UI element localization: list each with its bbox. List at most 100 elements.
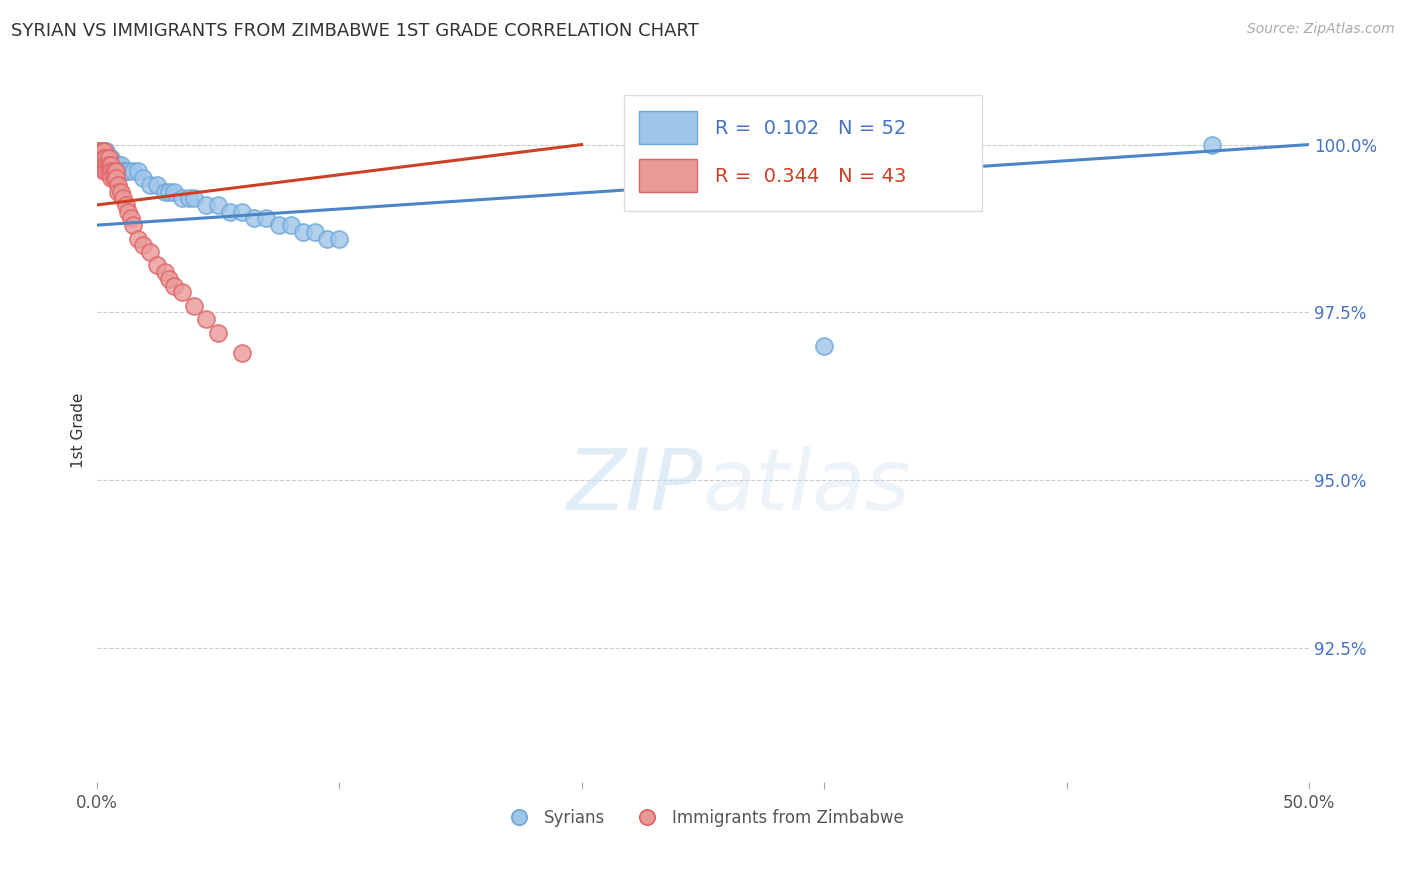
Point <box>90 151 112 165</box>
Point <box>103 164 125 178</box>
Point <box>100 158 122 172</box>
Point <box>280 218 302 232</box>
Point <box>103 158 125 172</box>
Point <box>114 164 136 178</box>
Point <box>87 145 110 159</box>
Point <box>254 211 277 226</box>
Point <box>97 151 120 165</box>
Point <box>120 211 142 226</box>
Point <box>100 164 122 178</box>
Point <box>170 285 193 300</box>
Point <box>117 204 139 219</box>
Point <box>139 178 162 192</box>
Point <box>153 185 176 199</box>
Point <box>813 339 835 353</box>
Point <box>87 151 110 165</box>
Point <box>96 151 118 165</box>
Text: R =  0.344   N = 43: R = 0.344 N = 43 <box>716 167 907 186</box>
Point <box>90 151 112 165</box>
Point <box>93 145 115 159</box>
Point <box>267 218 290 232</box>
Point <box>157 272 180 286</box>
Text: R =  0.102   N = 52: R = 0.102 N = 52 <box>716 120 907 138</box>
Point <box>231 204 253 219</box>
Point <box>110 185 132 199</box>
Point <box>112 164 135 178</box>
Point <box>219 204 242 219</box>
Point <box>183 299 205 313</box>
Point <box>97 151 120 165</box>
Point <box>231 345 253 359</box>
Point <box>90 158 112 172</box>
Point <box>103 164 125 178</box>
Point <box>132 171 155 186</box>
Point <box>207 326 229 340</box>
Point <box>96 164 118 178</box>
Point <box>105 158 128 172</box>
Point <box>90 145 112 159</box>
Point <box>163 278 186 293</box>
Point <box>97 164 120 178</box>
Point <box>87 145 110 159</box>
Point <box>163 185 186 199</box>
Point <box>304 225 326 239</box>
Point <box>103 171 125 186</box>
Point <box>117 164 139 178</box>
Point <box>194 198 217 212</box>
Bar <box>638 159 697 193</box>
Point <box>97 158 120 172</box>
Point <box>194 312 217 326</box>
FancyBboxPatch shape <box>624 95 981 211</box>
Point <box>105 164 128 178</box>
Point <box>110 164 132 178</box>
Point <box>96 145 118 159</box>
Point <box>243 211 266 226</box>
Point <box>114 198 136 212</box>
Point <box>122 218 145 232</box>
Point <box>107 178 129 192</box>
Point <box>146 259 169 273</box>
Point <box>127 231 149 245</box>
Point <box>328 231 350 245</box>
Legend: Syrians, Immigrants from Zimbabwe: Syrians, Immigrants from Zimbabwe <box>495 803 910 834</box>
Point <box>105 164 128 178</box>
Point <box>100 151 122 165</box>
Point <box>170 191 193 205</box>
Point <box>132 238 155 252</box>
Point <box>146 178 169 192</box>
Point <box>90 158 112 172</box>
Point <box>183 191 205 205</box>
Point <box>316 231 339 245</box>
Point <box>1201 137 1223 152</box>
Point <box>93 151 115 165</box>
Text: atlas: atlas <box>703 445 911 528</box>
Point <box>100 158 122 172</box>
Point <box>97 158 120 172</box>
Point <box>122 164 145 178</box>
Point <box>107 164 129 178</box>
Text: SYRIAN VS IMMIGRANTS FROM ZIMBABWE 1ST GRADE CORRELATION CHART: SYRIAN VS IMMIGRANTS FROM ZIMBABWE 1ST G… <box>11 22 699 40</box>
Point <box>157 185 180 199</box>
Point <box>90 145 112 159</box>
Point <box>127 164 149 178</box>
Point <box>93 158 115 172</box>
Point <box>100 171 122 186</box>
Point <box>910 145 932 159</box>
Y-axis label: 1st Grade: 1st Grade <box>72 392 86 467</box>
Point <box>107 158 129 172</box>
Point <box>93 145 115 159</box>
Point <box>153 265 176 279</box>
Point <box>107 185 129 199</box>
Point <box>87 151 110 165</box>
Point <box>96 158 118 172</box>
Point <box>177 191 200 205</box>
Point <box>96 158 118 172</box>
Point <box>105 171 128 186</box>
Bar <box>638 111 697 145</box>
Point <box>93 151 115 165</box>
Point <box>112 191 135 205</box>
Point <box>291 225 314 239</box>
Text: ZIP: ZIP <box>567 445 703 528</box>
Point <box>110 158 132 172</box>
Point <box>207 198 229 212</box>
